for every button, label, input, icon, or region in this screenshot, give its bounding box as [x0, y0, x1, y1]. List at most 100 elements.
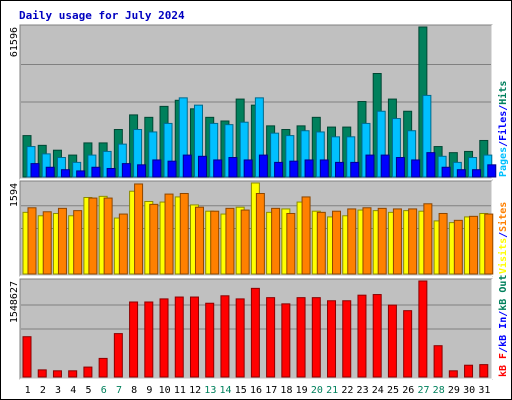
bar-sites-day-6 — [103, 197, 113, 275]
x-tick-label: 5 — [86, 385, 92, 396]
x-tick-label: 22 — [341, 385, 353, 396]
bar-sites-day-21 — [332, 210, 342, 275]
y-max-label: 1548627 — [9, 281, 20, 323]
bar-sites-day-4 — [73, 210, 83, 275]
bar-sites-day-31 — [484, 213, 494, 275]
legend-entry: / — [498, 347, 509, 353]
bar-kb-f-day-4 — [68, 370, 78, 378]
x-tick-label: 9 — [146, 385, 152, 396]
bar-sites-day-18 — [286, 212, 296, 275]
chart-panels: 61596Pages/Files/Hits1594Visits/Sites154… — [9, 24, 509, 380]
bar-sites-day-1 — [27, 207, 37, 275]
bar-sites-day-27 — [423, 203, 433, 275]
bar-pages-day-27 — [426, 152, 436, 178]
x-tick-label: 18 — [280, 385, 292, 396]
bar-pages-day-1 — [30, 163, 40, 178]
x-tick-label: 2 — [40, 385, 46, 396]
bar-pages-day-20 — [319, 159, 329, 178]
bar-sites-day-7 — [118, 213, 128, 275]
x-tick-label: 14 — [220, 385, 232, 396]
x-tick-label: 12 — [189, 385, 201, 396]
x-tick-label: 3 — [55, 385, 61, 396]
bar-pages-day-11 — [182, 154, 192, 178]
bar-sites-day-26 — [408, 208, 418, 275]
bar-pages-day-8 — [137, 164, 147, 178]
bar-pages-day-28 — [441, 166, 451, 178]
bar-kb-f-day-30 — [464, 364, 474, 378]
bar-sites-day-16 — [255, 193, 265, 275]
bar-sites-day-13 — [210, 210, 220, 275]
x-tick-label: 8 — [131, 385, 137, 396]
bar-sites-day-17 — [271, 207, 281, 275]
x-tick-label: 20 — [311, 385, 323, 396]
bar-pages-day-25 — [395, 157, 405, 178]
bar-sites-day-3 — [57, 207, 67, 275]
bar-kb-f-day-28 — [433, 345, 443, 378]
bar-pages-day-21 — [335, 161, 345, 178]
legend-entry: kB Out — [498, 275, 509, 311]
x-tick-label: 25 — [387, 385, 399, 396]
bar-sites-day-2 — [42, 211, 52, 275]
chart-title: Daily usage for July 2024 — [19, 9, 185, 22]
bar-kb-f-day-25 — [387, 304, 397, 378]
bar-pages-day-7 — [121, 163, 131, 178]
bar-pages-day-12 — [197, 155, 207, 178]
bar-pages-day-3 — [60, 169, 70, 178]
bar-kb-f-day-5 — [83, 366, 93, 378]
bar-sites-day-9 — [149, 203, 159, 275]
bar-kb-f-day-19 — [296, 297, 306, 378]
bar-kb-f-day-16 — [250, 287, 260, 378]
bar-pages-day-19 — [304, 159, 314, 178]
bar-sites-day-30 — [469, 215, 479, 275]
bar-pages-day-14 — [228, 157, 238, 178]
bar-pages-day-18 — [289, 160, 299, 178]
legend-entry: Pages — [498, 147, 509, 177]
bar-sites-day-23 — [362, 207, 372, 275]
bar-pages-day-16 — [258, 154, 268, 178]
bar-kb-f-day-8 — [129, 301, 139, 378]
bar-kb-f-day-27 — [418, 280, 428, 378]
bar-kb-f-day-10 — [159, 298, 169, 378]
x-tick-label: 6 — [101, 385, 107, 396]
bar-pages-day-17 — [274, 161, 284, 178]
x-tick-label: 4 — [70, 385, 76, 396]
x-tick-label: 17 — [265, 385, 277, 396]
bar-kb-f-day-13 — [205, 302, 215, 378]
bar-kb-f-day-22 — [342, 300, 352, 378]
bar-pages-day-9 — [152, 159, 162, 178]
x-tick-label: 31 — [478, 385, 490, 396]
legend-entry: / — [498, 232, 509, 238]
bar-pages-day-30 — [472, 169, 482, 178]
legend-entry: / — [498, 105, 509, 111]
bar-pages-day-26 — [411, 159, 421, 178]
x-tick-label: 23 — [357, 385, 369, 396]
bar-sites-day-11 — [179, 193, 189, 275]
bar-kb-f-day-9 — [144, 301, 154, 378]
bar-kb-f-day-20 — [311, 297, 321, 378]
bar-kb-f-day-1 — [22, 336, 32, 378]
x-tick-label: 19 — [296, 385, 308, 396]
bar-pages-day-2 — [45, 166, 55, 178]
legend-entry: kB F — [498, 353, 509, 377]
bar-sites-day-25 — [392, 208, 402, 275]
bar-kb-f-day-17 — [266, 297, 276, 378]
bar-pages-day-15 — [243, 159, 253, 178]
x-tick-label: 28 — [433, 385, 445, 396]
bar-kb-f-day-23 — [357, 294, 367, 378]
bar-kb-f-day-11 — [174, 296, 184, 378]
bar-sites-day-14 — [225, 207, 235, 275]
panel-legend: kB F/kB In/kB Out — [498, 275, 509, 377]
bar-sites-day-12 — [194, 206, 204, 275]
bar-kb-f-day-24 — [372, 294, 382, 378]
x-axis-day-labels: 1 2 3 4 5 6 7 8 9 10 11 12 13 14 15 16 17 18 19 20 21 22 23 24 2… — [25, 385, 491, 396]
bar-pages-day-6 — [106, 167, 116, 178]
x-tick-label: 27 — [417, 385, 429, 396]
bar-pages-day-10 — [167, 160, 177, 178]
bar-sites-day-5 — [88, 197, 98, 275]
bar-sites-day-10 — [164, 193, 174, 275]
bar-sites-day-29 — [453, 219, 463, 275]
bar-kb-f-day-18 — [281, 303, 291, 378]
